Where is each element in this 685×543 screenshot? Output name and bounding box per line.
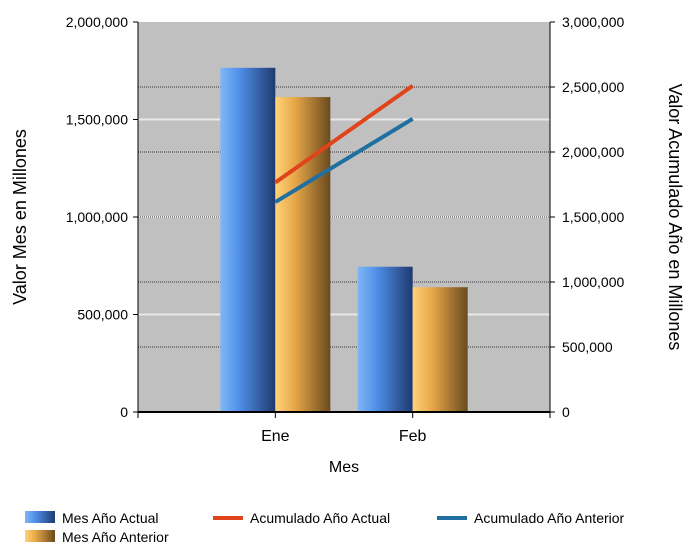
left-tick-label: 500,000 (77, 307, 128, 323)
line-acumulado-anterior (274, 117, 414, 204)
legend-label: Acumulado Año Actual (250, 510, 390, 526)
right-tick-label: 2,000,000 (562, 144, 624, 160)
bar-mes-anterior (275, 97, 331, 412)
right-gridlines (138, 86, 550, 348)
x-tick-label: Feb (399, 428, 427, 445)
legend-item: Mes Año Actual (25, 510, 159, 526)
legend-item: Mes Año Anterior (25, 529, 169, 543)
bar-mes-anterior (412, 287, 468, 412)
y-axis-title: Valor Mes en Millones (10, 129, 30, 305)
legend-swatch (25, 530, 55, 542)
legend-label: Mes Año Anterior (62, 529, 169, 543)
right-tick-label: 2,500,000 (562, 79, 624, 95)
right-tick-label: 1,500,000 (562, 209, 624, 225)
legend-item: Acumulado Año Anterior (437, 510, 625, 526)
right-tick-label: 1,000,000 (562, 274, 624, 290)
x-tick-label: Ene (261, 428, 290, 445)
legend-swatch (25, 511, 55, 523)
right-tick-label: 3,000,000 (562, 14, 624, 30)
left-tick-label: 1,000,000 (66, 209, 128, 225)
right-tick-label: 0 (562, 404, 570, 420)
left-tick-label: 2,000,000 (66, 14, 128, 30)
left-axis-ticks: 0 500,000 1,000,000 1,500,000 2,000,000 (66, 14, 138, 420)
x-axis-ticks: Ene Feb (137, 412, 551, 445)
right-axis-ticks: 0 500,000 1,000,000 1,500,000 2,000,000 2,500… (550, 14, 624, 420)
left-tick-label: 0 (120, 404, 128, 420)
legend: Mes Año Actual Mes Año Anterior Acumulado … (25, 510, 625, 543)
series-lines (274, 84, 414, 204)
x-axis-title: Mes (329, 459, 359, 476)
legend-item: Acumulado Año Actual (213, 510, 390, 526)
left-tick-label: 1,500,000 (66, 112, 128, 128)
bar-mes-actual (357, 266, 413, 412)
bar-mes-actual (220, 67, 276, 412)
legend-label: Acumulado Año Anterior (474, 510, 625, 526)
line-acumulado-actual (274, 84, 414, 185)
legend-label: Mes Año Actual (62, 510, 159, 526)
y2-axis-title: Valor Acumulado Año en Millones (665, 84, 685, 351)
right-tick-label: 500,000 (562, 339, 613, 355)
